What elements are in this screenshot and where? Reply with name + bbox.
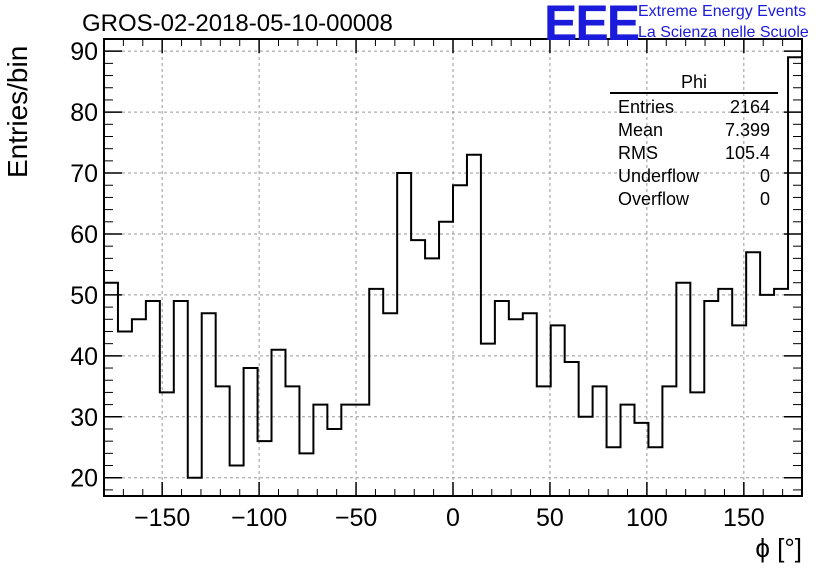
histogram-bin xyxy=(607,447,621,496)
y-tick-label: 50 xyxy=(70,282,98,310)
histogram-bin xyxy=(230,466,244,496)
histogram-bin xyxy=(299,453,313,496)
chart-title: GROS-02-2018-05-10-00008 xyxy=(82,10,393,37)
stats-row-rms: RMS 105.4 xyxy=(610,142,778,165)
x-axis-label: ϕ [°] xyxy=(755,533,802,563)
histogram-bin xyxy=(341,405,355,496)
histogram-bin xyxy=(453,185,467,496)
histogram-bin xyxy=(132,319,146,496)
stats-value: 2164 xyxy=(729,97,770,117)
stats-row-entries: Entries 2164 xyxy=(610,96,778,119)
histogram-bin xyxy=(160,392,174,496)
x-tick-label: 0 xyxy=(446,504,460,532)
y-axis-label: Entries/bin xyxy=(2,45,33,178)
histogram-bin xyxy=(383,313,397,496)
histogram-bin xyxy=(439,222,453,496)
histogram-bin xyxy=(788,57,802,496)
histogram-bin xyxy=(732,325,746,496)
histogram-bin xyxy=(397,173,411,496)
histogram-bin xyxy=(537,386,551,496)
histogram-bin xyxy=(188,478,202,496)
histogram-bin xyxy=(676,283,690,496)
y-tick-label: 30 xyxy=(70,404,98,432)
histogram-bin xyxy=(690,392,704,496)
stats-label: Overflow xyxy=(618,189,690,209)
histogram-bin xyxy=(411,240,425,496)
histogram-bin xyxy=(579,417,593,496)
stats-label: Underflow xyxy=(618,166,700,186)
histogram-bin xyxy=(104,283,118,496)
x-tick-label: 50 xyxy=(536,504,564,532)
histogram-bin xyxy=(355,405,369,496)
histogram-bin xyxy=(244,368,258,496)
eee-logo: EEE xyxy=(544,0,640,51)
stats-box: Phi Entries 2164 Mean 7.399 RMS 105.4 Un… xyxy=(610,72,778,211)
stats-label: Mean xyxy=(618,120,664,140)
stats-row-underflow: Underflow 0 xyxy=(610,165,778,188)
logo-line-1: Extreme Energy Events xyxy=(638,3,807,20)
histogram-bin xyxy=(174,301,188,496)
stats-value: 7.399 xyxy=(724,120,770,140)
histogram-bin xyxy=(202,313,216,496)
y-tick-label: 80 xyxy=(70,99,98,127)
y-tick-label: 40 xyxy=(70,343,98,371)
histogram-bin xyxy=(272,350,286,496)
histogram-bin xyxy=(662,386,676,496)
histogram-bin xyxy=(146,301,160,496)
stats-box-title: Phi xyxy=(610,72,778,94)
histogram-bin xyxy=(467,155,481,496)
y-tick-label: 90 xyxy=(70,38,98,66)
histogram-bin xyxy=(495,301,509,496)
x-tick-label: 150 xyxy=(723,504,765,532)
stats-row-mean: Mean 7.399 xyxy=(610,119,778,142)
histogram-bin xyxy=(481,344,495,496)
histogram-bin xyxy=(425,258,439,496)
y-tick-label: 20 xyxy=(70,465,98,493)
histogram-step-line xyxy=(104,56,802,479)
histogram-bin xyxy=(593,386,607,496)
y-tick-label: 70 xyxy=(70,160,98,188)
histogram-bin xyxy=(285,386,299,496)
histogram-bin xyxy=(523,313,537,496)
axis-ticks xyxy=(104,38,802,496)
histogram-bin xyxy=(648,447,662,496)
histogram-bin xyxy=(774,289,788,496)
stats-value: 0 xyxy=(759,189,770,209)
histogram-bins xyxy=(104,56,802,496)
histogram-bin xyxy=(369,289,383,496)
histogram-bin xyxy=(313,405,327,496)
histogram-bin xyxy=(704,301,718,496)
histogram-bin xyxy=(760,295,774,496)
stats-row-overflow: Overflow 0 xyxy=(610,188,778,211)
histogram-bin xyxy=(216,386,230,496)
stats-label: RMS xyxy=(618,143,658,163)
stats-label: Entries xyxy=(618,97,675,117)
histogram-bin xyxy=(621,405,635,496)
histogram-bin xyxy=(551,325,565,496)
histogram-bin xyxy=(327,429,341,496)
histogram-bin xyxy=(718,289,732,496)
y-tick-label: 60 xyxy=(70,221,98,249)
stats-value: 0 xyxy=(759,166,770,186)
histogram-bin xyxy=(746,252,760,496)
x-tick-label: −150 xyxy=(134,504,190,532)
x-tick-label: 100 xyxy=(626,504,668,532)
stats-value: 105.4 xyxy=(724,143,770,163)
histogram-bin xyxy=(565,362,579,496)
logo-line-2: La Scienza nelle Scuole xyxy=(638,24,809,41)
tick-labels: −150 −100 −50 0 50 100 150 20 30 40 50 60 70 80 90 xyxy=(70,38,765,532)
x-tick-label: −50 xyxy=(335,504,377,532)
histogram-bin xyxy=(509,319,523,496)
x-tick-label: −100 xyxy=(231,504,287,532)
